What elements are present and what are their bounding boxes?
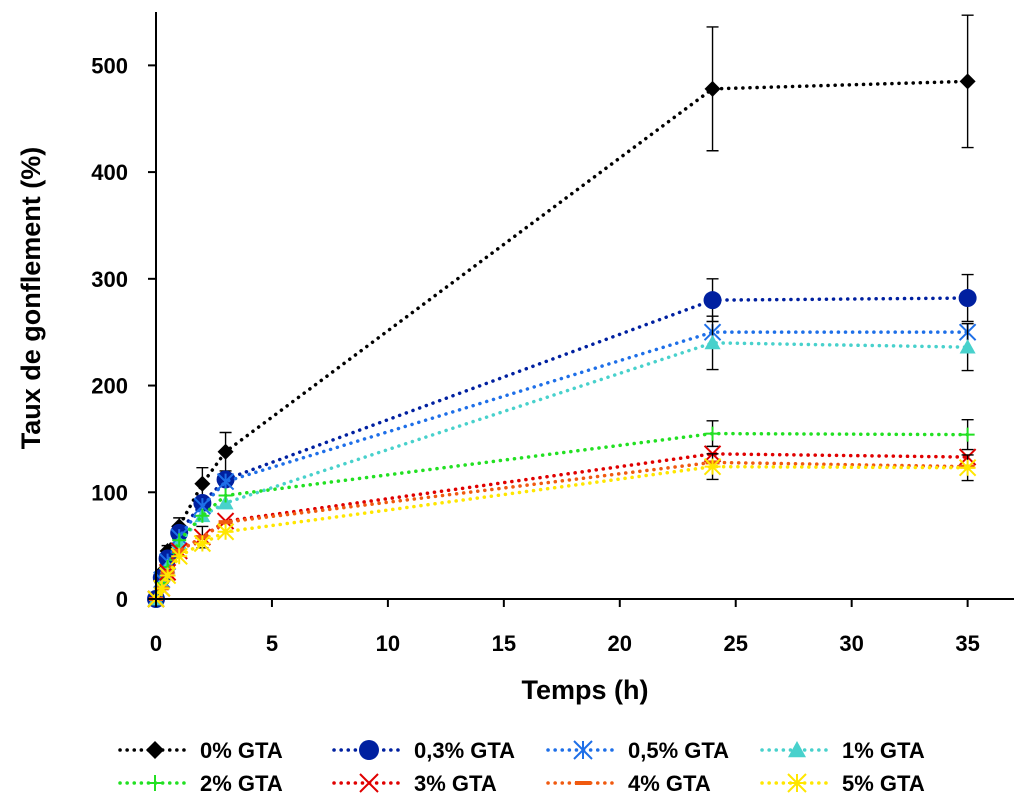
- series-7: [147, 453, 977, 608]
- legend-label: 4% GTA: [628, 771, 711, 796]
- legend-item: 0% GTA: [118, 738, 283, 763]
- x-axis-title: Temps (h): [522, 675, 649, 705]
- data-point: [218, 520, 233, 525]
- x-tick-label: 10: [376, 631, 400, 656]
- data-point: [216, 523, 235, 541]
- y-tick-label: 100: [91, 480, 128, 505]
- data-point: [959, 339, 976, 354]
- legend-label: 3% GTA: [414, 771, 497, 796]
- axes: 0 5 10 15 20 25 30 35 0 100 200 300 400 500: [91, 12, 1014, 656]
- data-point: [959, 73, 976, 90]
- y-tick-label: 300: [91, 267, 128, 292]
- legend-item: 0,3% GTA: [332, 738, 515, 763]
- legend-item: 2% GTA: [118, 771, 283, 796]
- legend-label: 0,3% GTA: [414, 738, 515, 763]
- data-point: [193, 534, 212, 553]
- data-point: [194, 475, 211, 492]
- y-axis-title: Taux de gonflement (%): [16, 147, 46, 450]
- legend-marker: [147, 775, 163, 791]
- x-tick-label: 35: [955, 631, 979, 656]
- x-tick-label: 25: [723, 631, 747, 656]
- series-line: [154, 341, 970, 601]
- data-point: [216, 472, 235, 491]
- legend-item: 4% GTA: [546, 771, 711, 796]
- legend-marker: [359, 740, 379, 760]
- x-tick-label: 15: [492, 631, 516, 656]
- data-point: [195, 508, 210, 523]
- legend-marker: [787, 773, 807, 793]
- data-point: [217, 443, 234, 460]
- data-point: [703, 291, 722, 310]
- series-6: [149, 460, 975, 601]
- data-point: [958, 289, 977, 308]
- y-tick-label: 500: [91, 53, 128, 78]
- data-point: [172, 533, 187, 548]
- legend-label: 2% GTA: [200, 771, 283, 796]
- x-tick-label: 30: [839, 631, 863, 656]
- data-point: [704, 80, 721, 97]
- x-tick-label: 5: [266, 631, 278, 656]
- series-line: [154, 452, 970, 601]
- legend-label: 0,5% GTA: [628, 738, 729, 763]
- data-point: [153, 579, 171, 598]
- series-1: [147, 273, 977, 608]
- data-point: [218, 488, 233, 503]
- legend-label: 1% GTA: [842, 738, 925, 763]
- series-0: [148, 14, 976, 607]
- legend-label: 0% GTA: [200, 738, 283, 763]
- series-line: [154, 296, 970, 601]
- series-line: [154, 431, 970, 601]
- data-point: [960, 427, 975, 442]
- legend-marker: [146, 741, 164, 759]
- y-tick-label: 0: [116, 587, 128, 612]
- series-line: [154, 460, 970, 601]
- legend-item: 1% GTA: [760, 738, 925, 763]
- legend-item: 0,5% GTA: [546, 738, 729, 763]
- legend-marker: [575, 781, 591, 785]
- data-point: [958, 459, 977, 477]
- legend-item: 3% GTA: [332, 771, 497, 796]
- legend-item: 5% GTA: [760, 771, 925, 796]
- data-point: [170, 547, 188, 566]
- legend-label: 5% GTA: [842, 771, 925, 796]
- data-point: [158, 566, 177, 585]
- x-tick-label: 0: [150, 631, 162, 656]
- y-tick-label: 200: [91, 374, 128, 399]
- series-line: [154, 330, 970, 601]
- plot-area: [147, 14, 977, 608]
- y-tick-label: 400: [91, 160, 128, 185]
- data-point: [705, 426, 720, 441]
- x-tick-label: 20: [608, 631, 632, 656]
- data-point: [704, 334, 721, 350]
- legend-marker: [788, 741, 806, 758]
- legend: 0% GTA 0,3% GTA 0,5% GTA 1% GTA 2% GTA 3% GTA…: [118, 738, 925, 796]
- legend-marker: [573, 740, 593, 760]
- data-point: [703, 457, 722, 476]
- series-line: [154, 79, 970, 601]
- legend-marker: [359, 773, 379, 793]
